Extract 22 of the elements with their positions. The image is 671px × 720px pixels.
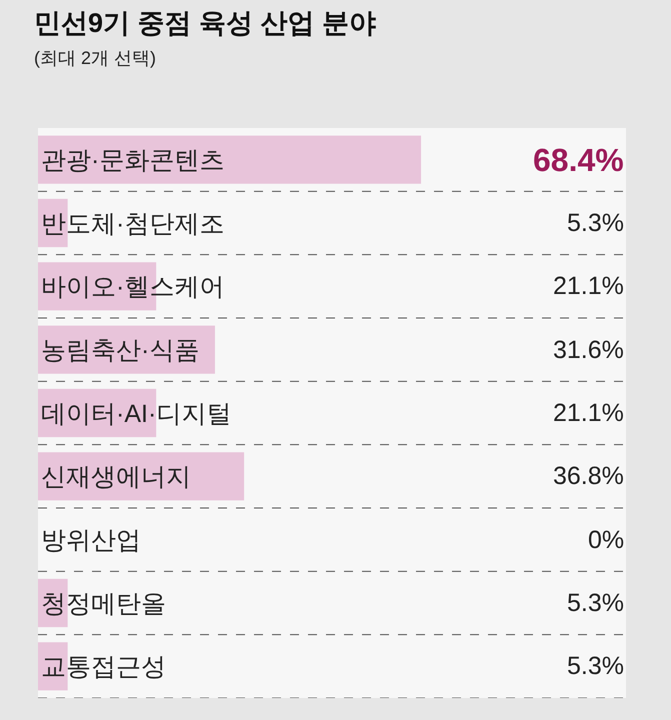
data-label: 5.3% — [567, 589, 624, 617]
data-label: 36.8% — [553, 462, 624, 490]
data-label: 21.1% — [553, 399, 624, 427]
y-tick-label: 데이터·AI·디지털 — [41, 400, 232, 428]
data-label: 68.4% — [533, 142, 624, 178]
chart-subtitle: (최대 2개 선택) — [34, 48, 156, 68]
y-tick-label: 반도체·첨단제조 — [41, 210, 224, 238]
bar — [38, 136, 422, 184]
data-label: 0% — [588, 526, 624, 554]
y-tick-label: 신재생에너지 — [41, 463, 191, 492]
chart-title: 민선9기 중점 육성 산업 분야 — [34, 8, 376, 38]
bar — [38, 452, 244, 500]
y-tick-label: 교통접근성 — [41, 653, 166, 682]
data-label: 31.6% — [553, 336, 624, 364]
data-label: 21.1% — [553, 272, 624, 300]
data-label: 5.3% — [567, 209, 624, 237]
y-tick-label: 농림축산·식품 — [41, 336, 200, 364]
data-label: 5.3% — [567, 652, 624, 680]
y-tick-label: 청정메탄올 — [41, 590, 166, 618]
y-tick-label: 방위산업 — [41, 526, 141, 554]
y-tick-label: 관광·문화콘텐츠 — [41, 146, 224, 174]
y-tick-label: 바이오·헬스케어 — [41, 273, 224, 302]
